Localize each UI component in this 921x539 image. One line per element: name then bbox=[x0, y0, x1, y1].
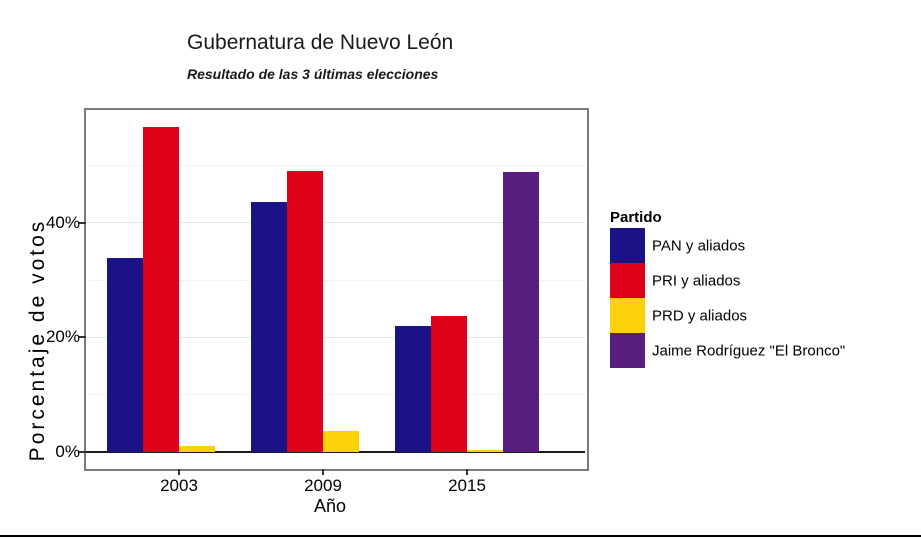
major-gridline bbox=[86, 336, 585, 338]
chart-subtitle: Resultado de las 3 últimas elecciones bbox=[187, 66, 439, 82]
legend-label: PRD y aliados bbox=[652, 307, 748, 324]
x-tick-label: 2009 bbox=[304, 476, 342, 495]
bar-2003-3 bbox=[179, 445, 215, 453]
bar-2009-1 bbox=[251, 202, 287, 453]
major-gridline bbox=[86, 222, 585, 224]
legend-key bbox=[610, 263, 645, 298]
legend-label: Jaime Rodríguez "El Bronco" bbox=[652, 342, 846, 359]
x-axis-tick bbox=[178, 469, 180, 475]
legend-label: PRI y aliados bbox=[652, 272, 741, 289]
bar-2015-3 bbox=[467, 449, 503, 453]
x-axis-tick bbox=[322, 469, 324, 475]
y-axis-title: Porcentaje de votos bbox=[26, 218, 49, 462]
bar-2003-2 bbox=[143, 126, 179, 453]
bar-2009-2 bbox=[287, 171, 323, 453]
bar-2009-3 bbox=[323, 431, 359, 453]
bar-2015-2 bbox=[431, 315, 467, 453]
minor-gridline bbox=[86, 165, 585, 167]
bottom-rule bbox=[0, 535, 921, 537]
x-axis-title: Año bbox=[313, 496, 347, 516]
bar-2015-1 bbox=[395, 326, 431, 453]
x-axis-tick bbox=[466, 469, 468, 475]
y-tick-label: 40% bbox=[45, 212, 80, 232]
y-tick-label: 20% bbox=[45, 327, 80, 347]
x-tick-label: 2015 bbox=[448, 476, 486, 495]
y-axis-tick bbox=[78, 451, 86, 454]
minor-gridline bbox=[86, 394, 585, 396]
bar-2003-1 bbox=[107, 257, 143, 453]
legend-label: PAN y aliados bbox=[652, 237, 746, 254]
y-tick-label: 0% bbox=[55, 442, 80, 462]
y-axis-tick bbox=[78, 221, 86, 224]
minor-gridline bbox=[86, 279, 585, 281]
bar-2015-4 bbox=[503, 171, 539, 453]
legend-key bbox=[610, 333, 645, 368]
legend-key bbox=[610, 298, 645, 333]
legend-key bbox=[610, 228, 645, 263]
x-tick-label: 2003 bbox=[160, 476, 198, 495]
y-axis-tick bbox=[78, 336, 86, 339]
chart-title: Gubernatura de Nuevo León bbox=[187, 31, 454, 54]
legend-title: Partido bbox=[610, 209, 662, 226]
